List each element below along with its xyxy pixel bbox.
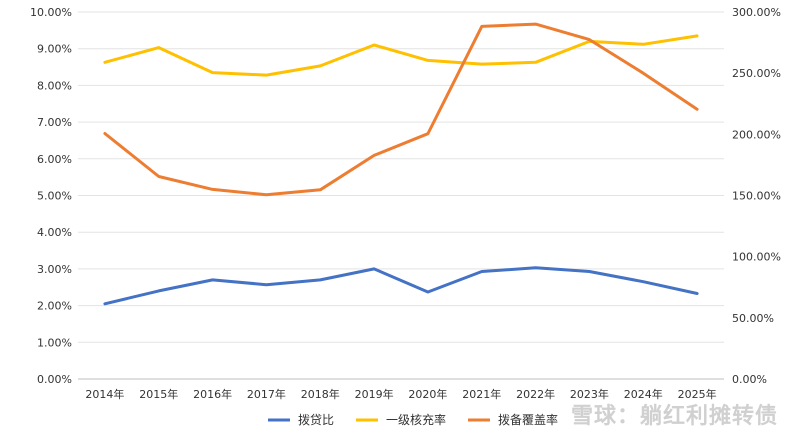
x-tick-label: 2019年 [355, 387, 394, 401]
right-tick-label: 300.00% [732, 6, 781, 19]
left-tick-label: 1.00% [37, 336, 72, 349]
series-line-2 [103, 22, 699, 197]
left-tick-label: 0.00% [37, 373, 72, 386]
left-tick-label: 4.00% [37, 226, 72, 239]
x-axis: 2014年 2015年 2016年 2017年 2018年 2019年 2020年 2021年… [85, 387, 716, 401]
left-tick-label: 8.00% [37, 79, 72, 92]
x-tick-label: 2014年 [85, 387, 124, 401]
left-tick-label: 6.00% [37, 153, 72, 166]
left-axis: 0.00% 1.00% 2.00% 3.00% 4.00% 5.00% 6.00% 7.00%… [30, 6, 72, 386]
left-tick-label: 9.00% [37, 43, 72, 56]
left-tick-label: 5.00% [37, 190, 72, 203]
x-tick-label: 2021年 [462, 387, 501, 401]
right-tick-label: 150.00% [732, 190, 781, 203]
x-tick-label: 2016年 [193, 387, 232, 401]
legend-label: 拨贷比 [298, 413, 334, 427]
right-tick-label: 100.00% [732, 251, 781, 264]
x-tick-label: 2025年 [678, 387, 717, 401]
series-line-0 [103, 266, 699, 306]
series-line-1 [103, 34, 699, 77]
gridlines [78, 11, 724, 380]
left-tick-label: 7.00% [37, 116, 72, 129]
x-tick-label: 2015年 [139, 387, 178, 401]
x-tick-label: 2017年 [247, 387, 286, 401]
x-tick-label: 2022年 [516, 387, 555, 401]
legend: 拨贷比 一级核充率 拨备覆盖率 [268, 412, 558, 427]
left-tick-label: 10.00% [30, 6, 72, 19]
x-tick-label: 2018年 [301, 387, 340, 401]
right-tick-label: 200.00% [732, 128, 781, 141]
legend-label: 拨备覆盖率 [498, 412, 558, 427]
right-tick-label: 250.00% [732, 67, 781, 80]
left-tick-label: 3.00% [37, 263, 72, 276]
series-layer [103, 22, 699, 306]
watermark: 雪球：躺红利摊转债 [570, 404, 778, 429]
legend-label: 一级核充率 [386, 412, 446, 427]
left-tick-label: 2.00% [37, 300, 72, 313]
right-tick-label: 50.00% [732, 312, 774, 325]
right-axis: 0.00% 50.00% 100.00% 150.00% 200.00% 250.00% 3… [732, 6, 781, 386]
x-tick-label: 2024年 [624, 387, 663, 401]
x-tick-label: 2020年 [408, 387, 447, 401]
x-tick-label: 2023年 [570, 387, 609, 401]
right-tick-label: 0.00% [732, 373, 767, 386]
